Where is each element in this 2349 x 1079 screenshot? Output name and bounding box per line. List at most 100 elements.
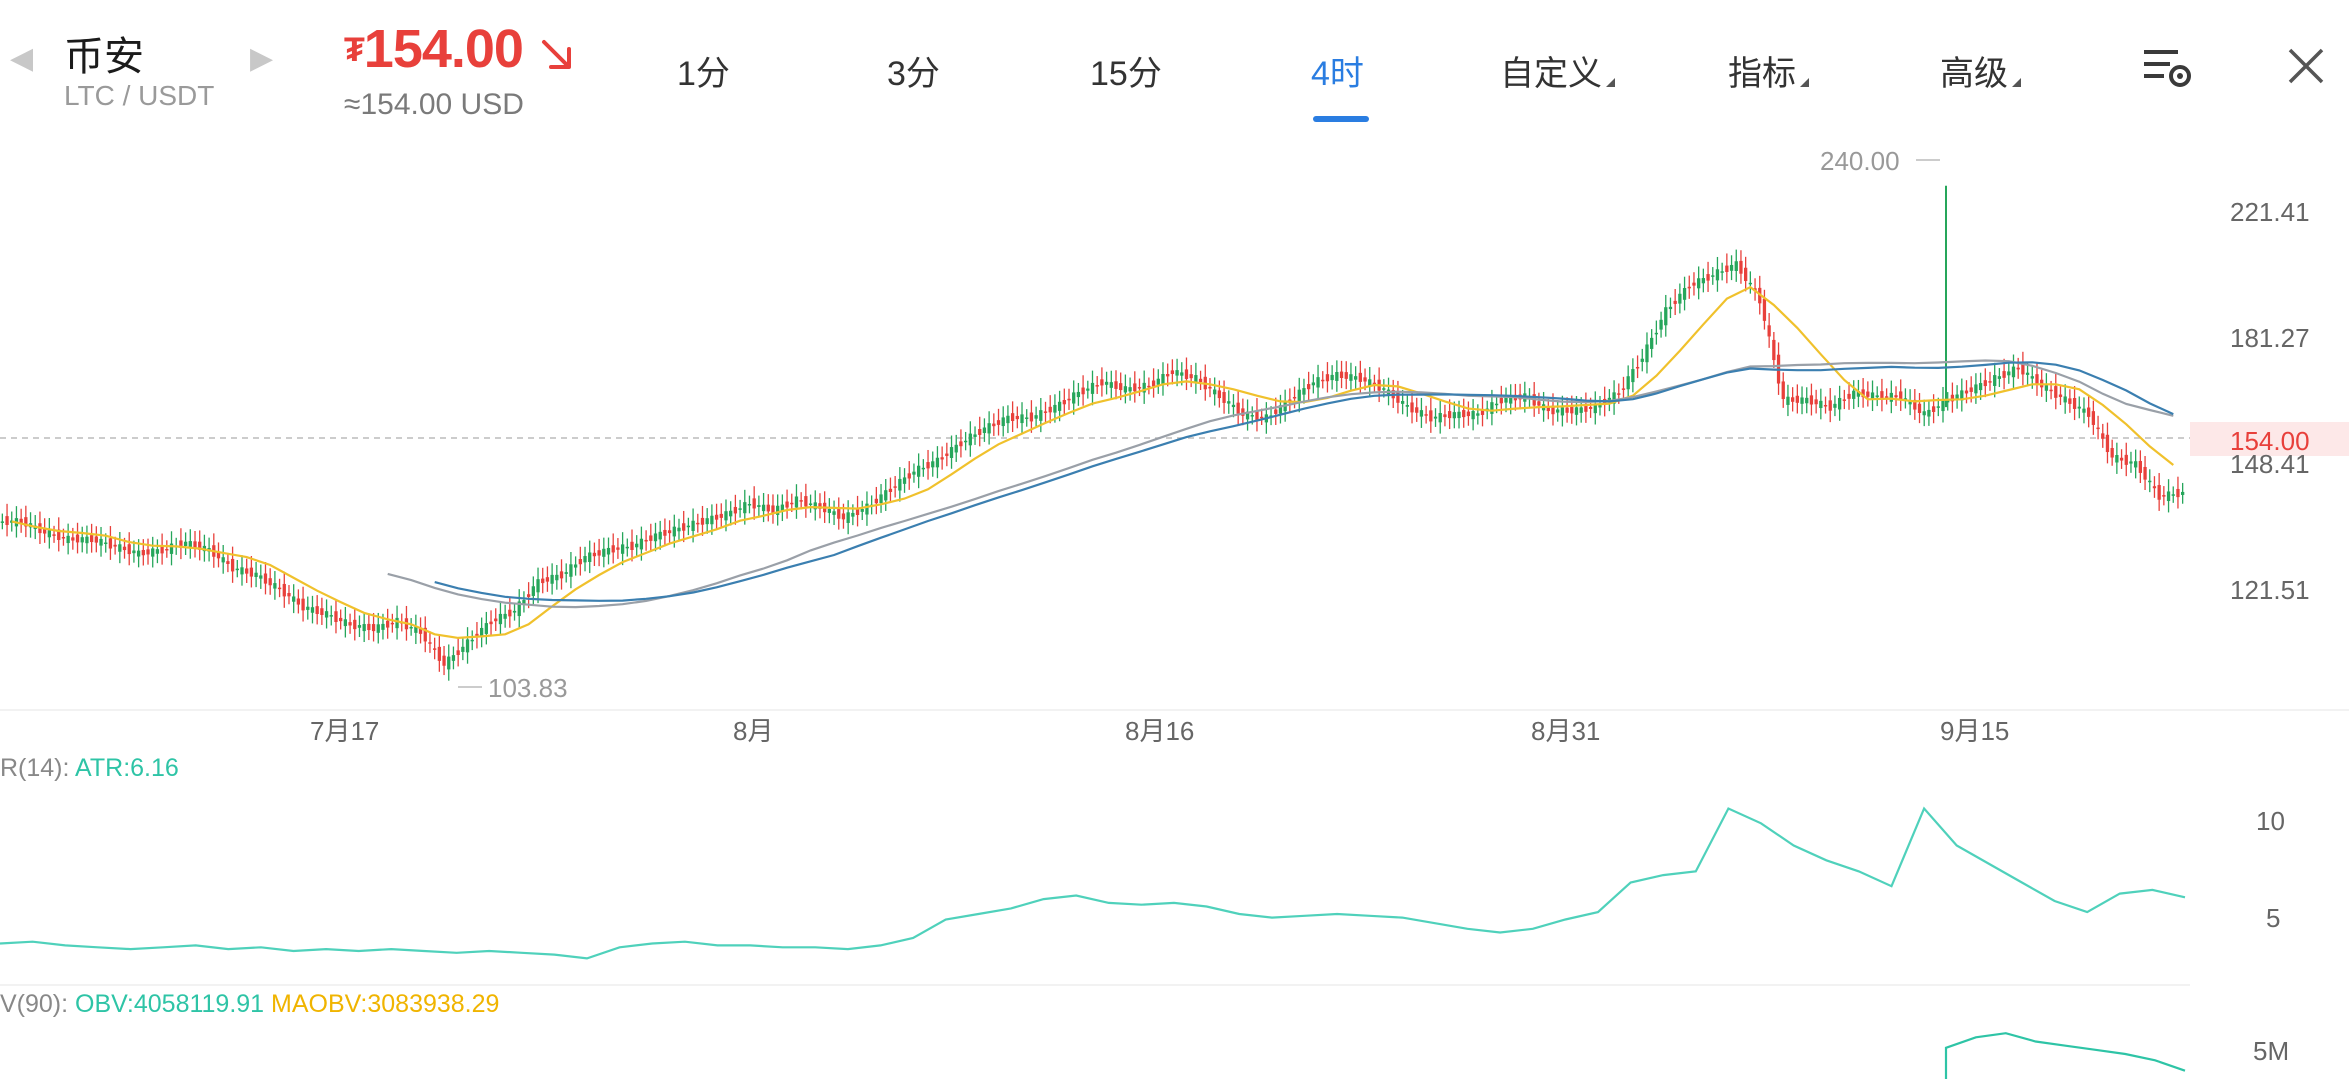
candle-body (1466, 411, 1471, 417)
candle-body (1241, 408, 1245, 416)
candle-body (691, 520, 695, 532)
candle-body (1786, 396, 1790, 405)
candle-body (512, 610, 517, 613)
candle-body (2115, 455, 2119, 463)
candle-body (1565, 407, 1569, 413)
candle-body (169, 543, 174, 554)
candle-body (912, 471, 916, 475)
candle-body (526, 594, 531, 597)
candle-body (658, 531, 662, 540)
candle-body (545, 577, 550, 582)
candle-body (559, 571, 564, 579)
tab-label: 自定义 (1500, 55, 1602, 93)
tab-advanced[interactable]: 高级 (1940, 46, 2021, 95)
candle-body (1480, 408, 1485, 415)
candle-body (766, 504, 770, 512)
candle-body (1744, 267, 1748, 282)
candle-body (780, 504, 785, 512)
candle-body (188, 541, 192, 548)
obv-series (1944, 1032, 2186, 1079)
candle-body (1903, 398, 1908, 400)
tab-4h[interactable]: 4时 (1311, 46, 1364, 95)
candle-body (141, 549, 145, 556)
candle-body (1997, 376, 2002, 379)
trend-down-arrow-icon (542, 40, 571, 69)
tab-3min[interactable]: 3分 (887, 46, 940, 95)
candle-body (2110, 447, 2114, 458)
candle-body (1457, 411, 1461, 419)
candle-body (1927, 409, 1931, 417)
chart-settings-icon[interactable] (2142, 46, 2194, 90)
candle-body (160, 545, 164, 554)
candle-body (437, 646, 441, 661)
tab-15min[interactable]: 15分 (1090, 46, 1162, 95)
candle-body (578, 559, 582, 565)
candle-body (71, 537, 75, 541)
candle-body (1325, 374, 1330, 382)
candle-body (588, 552, 592, 562)
candle-body (2077, 406, 2081, 409)
candle-body (1908, 400, 1912, 405)
candle-body (442, 655, 446, 666)
chevron-right-icon[interactable]: ▶ (250, 42, 274, 75)
candle-body (1128, 387, 1132, 392)
candle-body (1452, 412, 1456, 419)
candle-body (949, 447, 954, 458)
x-tick: 9月15 (1940, 716, 2009, 746)
candle-body (1410, 402, 1414, 413)
tab-indicators[interactable]: 指标 (1728, 46, 1809, 95)
candle-body (1570, 406, 1574, 414)
candle-body (1725, 265, 1729, 272)
candle-body (2011, 366, 2016, 378)
candle-body (1081, 387, 1085, 395)
candle-body (1884, 396, 1889, 398)
atr-indicator-label: R(14): ATR:6.16 (0, 754, 179, 783)
candle-body (1960, 390, 1964, 401)
candle-body (1654, 332, 1659, 335)
candle-body (1217, 390, 1222, 399)
candle-body (42, 527, 47, 534)
candle-body (1617, 393, 1621, 395)
tab-custom[interactable]: 自定义 (1500, 46, 1615, 95)
candle-body (1828, 400, 1832, 411)
candle-body (1123, 386, 1128, 393)
candle-body (1142, 382, 1146, 393)
candle-body (1983, 380, 1987, 387)
candle-body (841, 513, 846, 520)
candle-body (1438, 412, 1442, 423)
chevron-left-icon[interactable]: ◀ (10, 42, 34, 75)
obv-value: OBV:4058119.91 (75, 990, 265, 1018)
candle-body (1100, 379, 1104, 386)
candle-body (292, 596, 296, 602)
candle-body (1626, 376, 1630, 390)
candle-body (1156, 378, 1160, 385)
candle-body (301, 598, 305, 611)
top-bar: ◀ 币安 LTC / USDT ▶ ₮154.00 ≈154.00 USD 1分… (0, 0, 2349, 130)
candle-body (216, 551, 221, 559)
current-price-tag: 154.00 (2230, 426, 2310, 456)
candle-body (1170, 370, 1175, 375)
tab-label: 4时 (1311, 55, 1364, 93)
candle-body (2181, 491, 2185, 495)
candle-body (2021, 363, 2025, 375)
symbol-pair: LTC / USDT (64, 80, 215, 111)
active-tab-indicator (1313, 116, 1369, 122)
close-icon[interactable] (2286, 46, 2326, 86)
candle-body (1260, 416, 1264, 419)
candle-body (531, 586, 535, 596)
candle-body (1819, 400, 1823, 409)
candle-body (99, 538, 103, 546)
tab-1min[interactable]: 1分 (677, 46, 730, 95)
candle-body (616, 547, 620, 550)
candle-body (259, 575, 263, 579)
candle-body (1687, 286, 1691, 289)
candle-body (179, 540, 183, 548)
candle-body (1335, 371, 1339, 381)
candle-body (2016, 367, 2020, 370)
candle-body (1762, 298, 1767, 321)
candle-body (776, 505, 780, 515)
candle-body (1090, 382, 1095, 394)
candle-body (136, 550, 141, 557)
candle-body (2162, 495, 2166, 497)
